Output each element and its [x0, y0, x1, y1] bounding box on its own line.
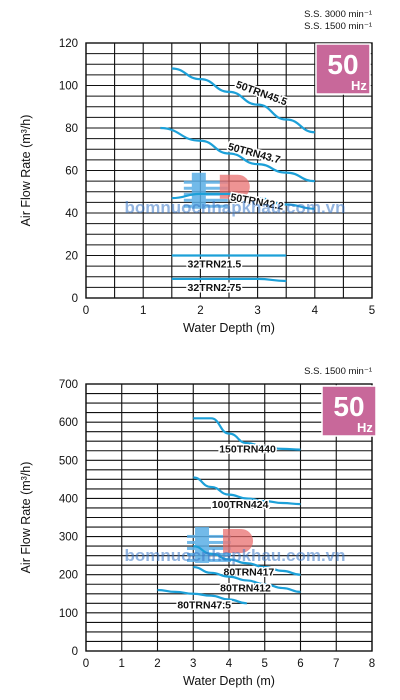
- y-axis-label: Air Flow Rate (m³/h): [19, 462, 33, 574]
- series-line-32TRN2.75: [171, 277, 287, 283]
- series-label: 50TRN43.7: [227, 141, 282, 167]
- y-tick-label: 300: [59, 532, 78, 544]
- y-tick-label: 100: [59, 81, 78, 93]
- x-tick-label: 4: [312, 305, 319, 317]
- logo-shape: [223, 528, 254, 553]
- x-tick-label: 1: [119, 658, 125, 670]
- y-tick-label: 0: [72, 293, 78, 305]
- series-label: 100TRN424: [212, 499, 269, 511]
- y-tick-label: 600: [59, 417, 78, 429]
- y-tick-label: 20: [65, 251, 78, 263]
- x-tick-label: 0: [83, 658, 89, 670]
- y-tick-label: 500: [59, 455, 78, 467]
- y-tick-label: 60: [65, 166, 78, 178]
- logo-shape: [219, 174, 250, 199]
- series-label: 80TRN412: [220, 582, 271, 594]
- logo-stripe: [183, 204, 228, 208]
- x-tick-label: 4: [226, 658, 233, 670]
- x-tick-label: 0: [83, 305, 89, 317]
- series-label: 32TRN2.75: [188, 282, 242, 294]
- y-tick-label: 120: [59, 38, 78, 50]
- speed-note: S.S. 3000 min⁻¹: [304, 9, 372, 20]
- logo-stripe: [183, 198, 228, 202]
- x-tick-label: 7: [333, 658, 339, 670]
- badge-unit: Hz: [357, 420, 373, 435]
- watermark-text: bomnuocnhapkhau.com.vn: [124, 546, 345, 565]
- speed-note: S.S. 1500 min⁻¹: [304, 366, 372, 377]
- y-tick-label: 400: [59, 493, 78, 505]
- series-line-50TRN43.7: [160, 126, 315, 183]
- logo-stripe: [187, 546, 232, 550]
- badge-value: 50: [327, 49, 358, 80]
- x-tick-label: 2: [154, 658, 160, 670]
- speed-note: S.S. 1500 min⁻¹: [304, 21, 372, 32]
- logo-stripe: [187, 534, 232, 538]
- x-tick-label: 3: [190, 658, 196, 670]
- x-tick-label: 5: [369, 305, 375, 317]
- watermark-logo: [183, 172, 250, 209]
- frequency-badge: [315, 43, 371, 95]
- series-label: 80TRN417: [223, 566, 274, 578]
- series-line-50TRN45.5: [171, 67, 315, 134]
- y-tick-label: 40: [65, 208, 78, 220]
- plot-frame: [85, 42, 373, 299]
- x-tick-label: 5: [262, 658, 268, 670]
- series-label: 80TRN47.5: [177, 600, 231, 612]
- y-tick-label: 80: [65, 123, 78, 135]
- y-tick-label: 0: [72, 646, 78, 658]
- series-line-150TRN440: [193, 417, 301, 451]
- y-tick-label: 200: [59, 570, 78, 582]
- x-tick-label: 6: [297, 658, 303, 670]
- plot-frame: [85, 383, 373, 652]
- series-line-80TRN417: [193, 545, 301, 576]
- watermark-text: bomnuocnhapkhau.com.vn: [124, 198, 345, 217]
- x-tick-label: 2: [197, 305, 203, 317]
- series-label: 150TRN440: [219, 443, 276, 455]
- y-tick-label: 700: [59, 379, 78, 391]
- x-tick-label: 3: [254, 305, 260, 317]
- logo-stripe: [187, 558, 232, 562]
- x-tick-label: 8: [369, 658, 375, 670]
- series-line-50TRN42.2: [171, 192, 315, 210]
- x-axis-label: Water Depth (m): [183, 321, 275, 335]
- series-line-80TRN47.5: [157, 588, 247, 605]
- badge-value: 50: [333, 391, 364, 422]
- x-axis-label: Water Depth (m): [183, 674, 275, 688]
- logo-stripe: [183, 180, 228, 184]
- chart-2: 0 100 200 300 400 500 600 700 0 1 2 3 4 5 6 7 8 Water Dep…: [19, 366, 377, 688]
- frequency-badge: [321, 385, 377, 437]
- logo-stripe: [183, 186, 228, 190]
- series-line-100TRN424: [193, 476, 301, 506]
- series-label: 32TRN21.5: [188, 259, 242, 271]
- series-line-80TRN412: [193, 565, 301, 593]
- y-tick-label: 100: [59, 608, 78, 620]
- logo-stripe: [187, 540, 232, 544]
- badge-unit: Hz: [351, 78, 367, 93]
- chart-1: 0 20 40 60 80 100 120 0 1 2 3 4 5 Water Depth (m) Air …: [19, 9, 375, 335]
- y-axis-label: Air Flow Rate (m³/h): [19, 115, 33, 227]
- x-tick-label: 1: [140, 305, 146, 317]
